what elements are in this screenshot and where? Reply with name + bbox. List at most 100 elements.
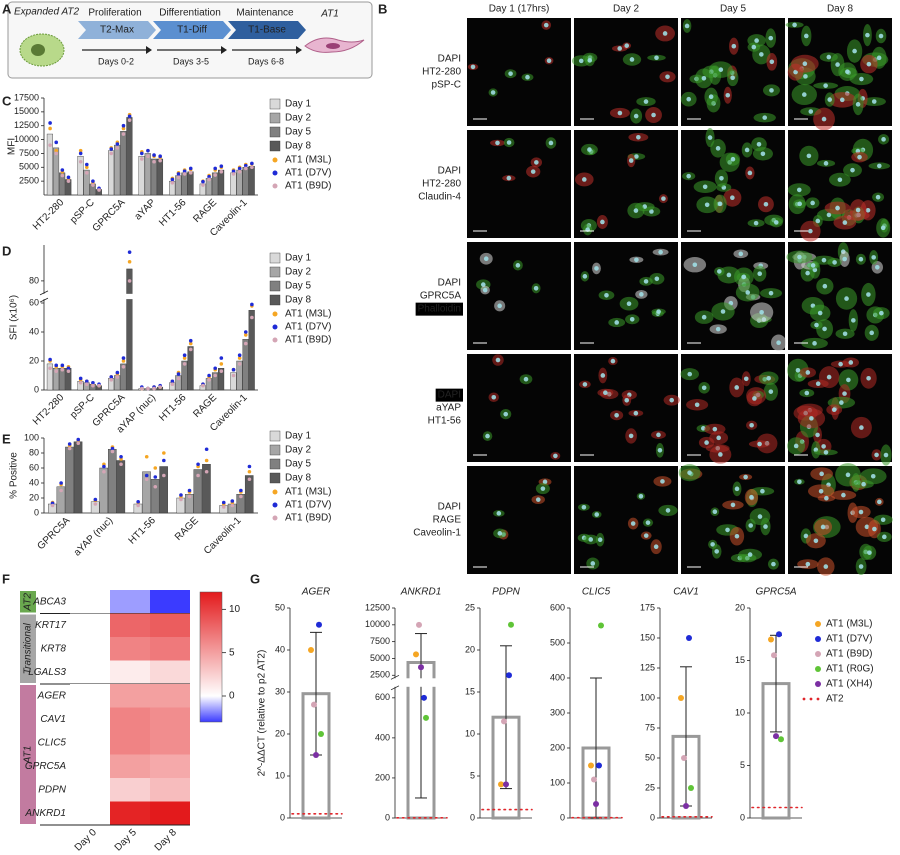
legend-dot bbox=[272, 183, 278, 189]
donor-point bbox=[170, 379, 175, 384]
nucleus bbox=[614, 320, 620, 325]
nucleus bbox=[656, 432, 661, 438]
heat-cell bbox=[150, 590, 190, 614]
donor-point bbox=[250, 165, 254, 170]
nucleus bbox=[497, 303, 502, 309]
nucleus bbox=[858, 509, 864, 515]
nucleus bbox=[629, 57, 635, 62]
micrograph bbox=[785, 18, 892, 131]
stain-label: DAPI bbox=[438, 502, 461, 513]
donor-point bbox=[109, 147, 114, 151]
nucleus bbox=[687, 470, 692, 475]
nucleus bbox=[636, 134, 641, 140]
nucleus bbox=[496, 511, 502, 516]
y-tick-label: 25 bbox=[465, 602, 475, 612]
gene-label: ANKRD1 bbox=[24, 808, 66, 819]
sample-point bbox=[773, 733, 779, 740]
stain-label: DAPI bbox=[438, 166, 461, 177]
nucleus bbox=[855, 102, 861, 107]
nucleus bbox=[773, 220, 779, 225]
donor-point bbox=[207, 177, 211, 182]
nucleus bbox=[628, 433, 634, 439]
chart-title: CAV1 bbox=[673, 587, 699, 598]
x-tick-label: RAGE bbox=[191, 197, 219, 225]
nucleus bbox=[842, 331, 848, 337]
nucleus bbox=[819, 471, 824, 477]
donor-point bbox=[188, 166, 193, 171]
donor-point bbox=[85, 379, 89, 384]
legend-label: AT1 (XH4) bbox=[826, 679, 873, 690]
stage-medium: T1-Base bbox=[248, 25, 286, 36]
nucleus bbox=[497, 531, 503, 536]
donor-point bbox=[237, 169, 242, 174]
nucleus bbox=[535, 497, 541, 502]
sample-point bbox=[771, 652, 777, 659]
nucleus bbox=[710, 542, 715, 547]
nucleus bbox=[754, 38, 759, 43]
bar bbox=[52, 147, 60, 196]
nucleus bbox=[801, 92, 807, 97]
nucleus bbox=[594, 512, 600, 517]
legend-dot bbox=[272, 502, 278, 508]
donor-point bbox=[196, 462, 200, 467]
nucleus bbox=[756, 141, 762, 147]
donor-point bbox=[176, 376, 181, 381]
legend-label: AT1 (R0G) bbox=[826, 664, 874, 675]
nucleus bbox=[835, 205, 840, 211]
nucleus bbox=[662, 31, 668, 36]
legend-dot bbox=[815, 636, 821, 642]
nucleus bbox=[470, 64, 476, 70]
legend-dot bbox=[272, 489, 278, 495]
donor-point bbox=[127, 279, 132, 283]
nucleus bbox=[822, 283, 828, 289]
stage-phase: Differentiation bbox=[159, 8, 221, 19]
bar bbox=[120, 363, 127, 391]
nucleus bbox=[515, 263, 521, 268]
bar bbox=[116, 460, 126, 514]
y-tick-label: 300 bbox=[550, 707, 565, 717]
y-tick-label: 40 bbox=[29, 326, 39, 336]
x-tick-label: HT2-280 bbox=[31, 197, 67, 233]
nucleus bbox=[587, 58, 593, 63]
nucleus bbox=[768, 389, 774, 394]
nucleus bbox=[633, 208, 639, 213]
donor-point bbox=[59, 481, 63, 485]
stain-label: GPRC5A bbox=[420, 291, 461, 302]
y-tick-label: 75 bbox=[645, 722, 655, 732]
sample-point bbox=[778, 736, 784, 743]
stain-label: pSP-C bbox=[432, 80, 461, 91]
bar bbox=[150, 158, 157, 196]
x-tick-label: aYAP bbox=[133, 197, 159, 223]
donor-point bbox=[140, 157, 144, 161]
nucleus bbox=[578, 58, 584, 64]
nucleus bbox=[687, 371, 693, 377]
heat-cell bbox=[110, 801, 150, 825]
stain-label: HT2-280 bbox=[422, 179, 461, 190]
bar bbox=[187, 346, 194, 391]
y-tick-label: 15 bbox=[735, 655, 745, 665]
donor-point bbox=[170, 181, 175, 185]
donor-point bbox=[213, 366, 217, 371]
bar bbox=[242, 339, 249, 391]
bar bbox=[211, 172, 219, 196]
donor-point bbox=[250, 302, 254, 307]
legend-label: AT1 (D7V) bbox=[285, 168, 332, 179]
y-tick-label: 7500 bbox=[19, 148, 39, 158]
legend-label: Day 8 bbox=[285, 473, 312, 484]
bar bbox=[126, 268, 133, 391]
legend-label: AT1 (M3L) bbox=[285, 487, 332, 498]
donor-point bbox=[115, 146, 120, 150]
nucleus bbox=[628, 158, 634, 163]
heat-cell bbox=[150, 613, 190, 637]
nucleus bbox=[766, 375, 771, 381]
heat-cell bbox=[150, 754, 190, 778]
legend-swatch bbox=[269, 140, 281, 152]
donor-point bbox=[76, 441, 81, 446]
heat-cell bbox=[150, 684, 190, 708]
y-axis-label: 2^-ΔΔCT (relative to p2 AT2) bbox=[257, 650, 268, 777]
donor-point bbox=[219, 356, 224, 360]
nucleus bbox=[749, 494, 754, 500]
nucleus bbox=[842, 220, 848, 225]
sample-point bbox=[311, 701, 317, 708]
nucleus bbox=[485, 433, 490, 439]
